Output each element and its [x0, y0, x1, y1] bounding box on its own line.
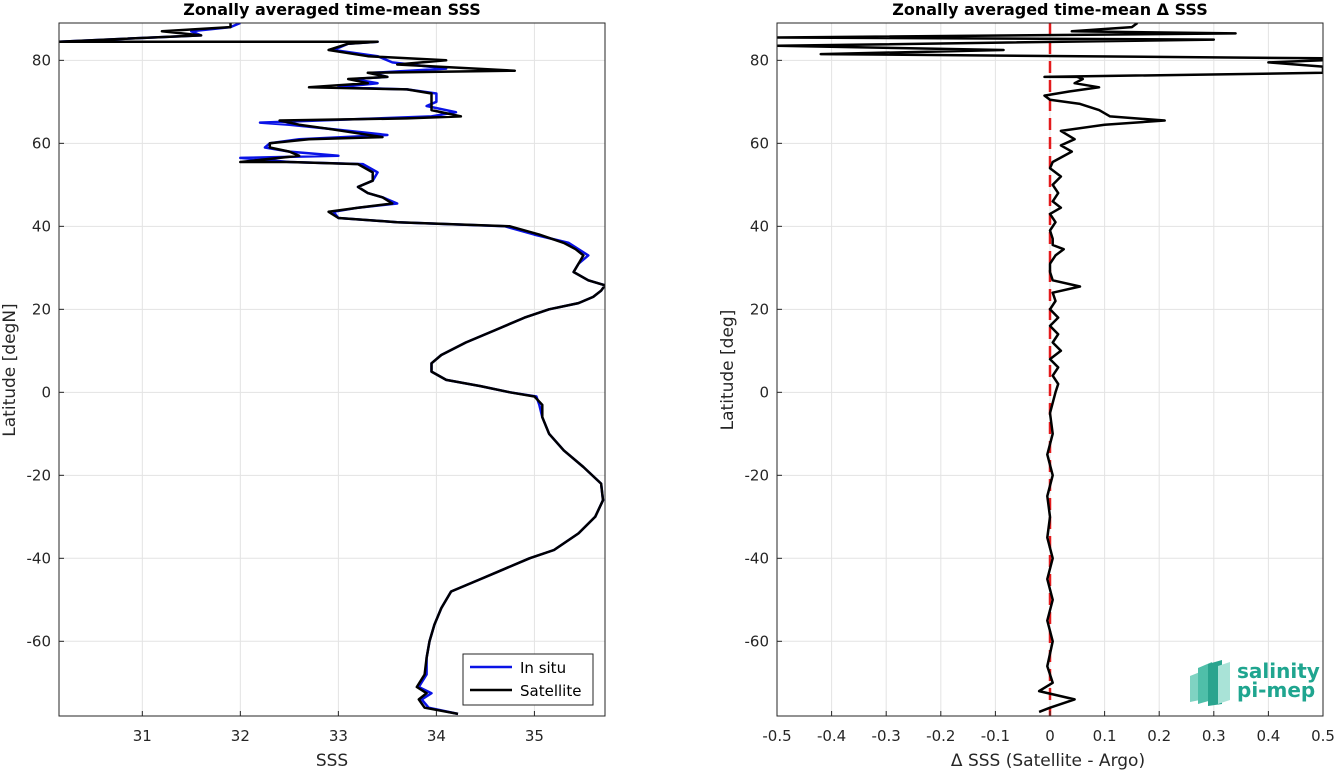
- delta-x-tick-label: 0.5: [1311, 727, 1335, 745]
- sss-series-group: [59, 23, 605, 716]
- delta-x-tick-label: 0.1: [1093, 727, 1117, 745]
- legend: In situ Satellite: [462, 653, 594, 706]
- sss-plot-area: [59, 23, 605, 716]
- sss-x-tick-label: 35: [525, 727, 544, 745]
- sss-x-tick-label: 32: [231, 727, 250, 745]
- sss-x-axis-label: SSS: [316, 751, 348, 770]
- sss-y-tick-label: 0: [41, 383, 51, 401]
- sss-axes-frame: [58, 22, 606, 717]
- delta-series-group: [777, 23, 1323, 716]
- sss-y-tick-label: 20: [32, 300, 51, 318]
- delta-chart-title: Zonally averaged time-mean Δ SSS: [892, 0, 1208, 19]
- sss-y-tick-label: -60: [27, 632, 52, 650]
- delta-y-tick-label: 20: [750, 300, 769, 318]
- delta-tick-labels: -0.5 -0.4 -0.3 -0.2 -0.1 0 0.1 0.2 0.3 0.4 0.5 -60 -…: [745, 51, 1335, 745]
- delta-y-tick-label: -20: [745, 466, 770, 484]
- delta-x-tick-label: 0.2: [1147, 727, 1171, 745]
- sss-y-tick-label: -20: [27, 466, 52, 484]
- legend-label-satellite: Satellite: [520, 682, 581, 700]
- delta-x-tick-label: 0.3: [1202, 727, 1226, 745]
- sss-panel: 31 32 33 34 35 -60 -40 -20 0 20 40 60 80 Zonally ave…: [0, 0, 606, 770]
- delta-y-tick-label: 60: [750, 134, 769, 152]
- sss-x-tick-label: 31: [133, 727, 152, 745]
- delta-y-tick-label: 80: [750, 51, 769, 69]
- delta-sss-panel: -0.5 -0.4 -0.3 -0.2 -0.1 0 0.1 0.2 0.3 0.4 0.5 -60 -…: [718, 0, 1335, 770]
- delta-y-tick-label: -40: [745, 549, 770, 567]
- delta-x-tick-label: 0.4: [1256, 727, 1280, 745]
- delta-x-tick-label: -0.4: [817, 727, 846, 745]
- legend-label-in-situ: In situ: [520, 659, 566, 677]
- delta-x-axis-label: Δ SSS (Satellite - Argo): [951, 751, 1145, 770]
- delta-y-axis-label: Latitude [deg]: [718, 310, 738, 431]
- delta-y-tick-label: 0: [759, 383, 769, 401]
- salinity-pi-mep-logo: salinity pi-mep: [1190, 659, 1320, 706]
- delta-x-tick-label: -0.5: [762, 727, 791, 745]
- delta-y-tick-label: -60: [745, 632, 770, 650]
- logo-mark-icon: [1190, 660, 1230, 706]
- sss-y-tick-label: 80: [32, 51, 51, 69]
- sss-series-line-satellite: [59, 23, 605, 716]
- delta-x-tick-label: 0: [1045, 727, 1055, 745]
- sss-y-tick-label: 60: [32, 134, 51, 152]
- sss-chart-title: Zonally averaged time-mean SSS: [183, 0, 481, 19]
- sss-tick-labels: 31 32 33 34 35 -60 -40 -20 0 20 40 60 80: [27, 51, 544, 745]
- sss-x-tick-label: 33: [329, 727, 348, 745]
- sss-x-tick-label: 34: [427, 727, 446, 745]
- delta-y-tick-label: 40: [750, 217, 769, 235]
- sss-y-axis-label: Latitude [degN]: [0, 303, 20, 436]
- logo-line2: pi-mep: [1237, 678, 1315, 702]
- logo-line1: salinity: [1237, 659, 1320, 683]
- delta-x-tick-label: -0.3: [872, 727, 901, 745]
- legend-box: [462, 653, 594, 706]
- delta-x-tick-label: -0.2: [926, 727, 955, 745]
- sss-y-tick-label: -40: [27, 549, 52, 567]
- delta-x-tick-label: -0.1: [981, 727, 1010, 745]
- delta-series-line-delta: [777, 23, 1323, 714]
- sss-y-tick-label: 40: [32, 217, 51, 235]
